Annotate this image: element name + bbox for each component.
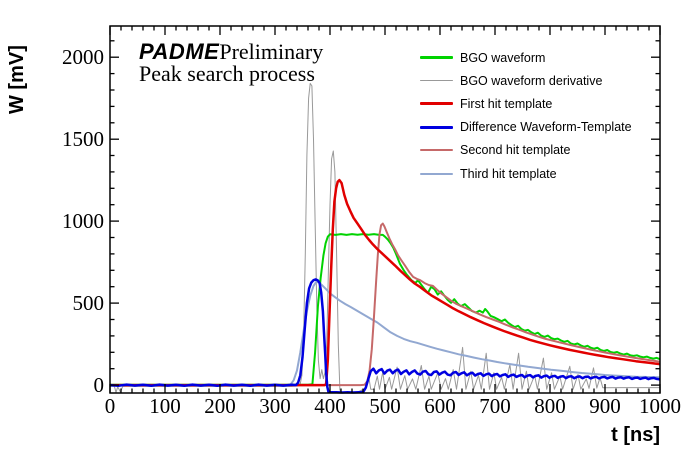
y-tick-label: 1000 — [62, 209, 104, 233]
series-third-hit-template — [110, 280, 661, 387]
legend-item-label: BGO waveform derivative — [460, 73, 603, 88]
x-tick-label: 600 — [424, 394, 456, 418]
legend-item-label: BGO waveform — [460, 50, 546, 65]
y-tick-label: 1500 — [62, 127, 104, 151]
legend-item: BGO waveform derivative — [420, 69, 632, 92]
legend-item-label: First hit template — [460, 96, 553, 111]
legend-line-sample — [420, 125, 453, 129]
experiment-name: PADME — [139, 39, 220, 64]
series-difference-waveform-template — [109, 278, 661, 394]
series-bgo-waveform — [110, 233, 661, 386]
plot-frame — [109, 25, 661, 394]
y-axis-title: W [mV] — [6, 45, 28, 114]
legend-item: First hit template — [420, 92, 632, 115]
x-tick-label: 200 — [204, 394, 236, 418]
x-tick-label: 500 — [369, 394, 401, 418]
preliminary-label: Preliminary — [219, 39, 324, 64]
legend: BGO waveform BGO waveform derivative First… — [420, 46, 632, 185]
legend-line-sample — [420, 172, 453, 175]
x-tick-label: 1000 — [639, 394, 681, 418]
legend-item: Second hit template — [420, 139, 632, 162]
legend-item-label: Third hit template — [460, 166, 557, 181]
x-tick-label: 900 — [589, 394, 621, 418]
legend-item: Difference Waveform-Template — [420, 116, 632, 139]
legend-line-sample — [420, 56, 453, 60]
legend-line-sample — [420, 149, 453, 152]
series-bgo-waveform-derivative — [110, 82, 660, 394]
x-tick-label: 700 — [479, 394, 511, 418]
series-first-hit-template — [110, 178, 661, 387]
x-tick-labels: 0 100 200 300 400 500 600 700 800 900 1000 — [105, 394, 681, 418]
x-tick-label: 0 — [105, 394, 116, 418]
legend-item-label: Difference Waveform-Template — [460, 120, 632, 135]
legend-item: Third hit template — [420, 162, 632, 185]
x-tick-label: 400 — [314, 394, 346, 418]
y-tick-label: 0 — [94, 373, 105, 397]
plot-subtitle: Peak search process — [139, 61, 315, 86]
legend-item: BGO waveform — [420, 46, 632, 69]
y-tick-label: 2000 — [62, 45, 104, 69]
series-group — [109, 82, 661, 394]
y-tick-labels: 0 500 1000 1500 2000 — [62, 45, 104, 397]
x-axis-title: t [ns] — [611, 424, 660, 446]
legend-line-sample — [420, 80, 453, 82]
series-second-hit-template — [110, 222, 661, 387]
y-tick-label: 500 — [73, 291, 105, 315]
x-tick-label: 300 — [259, 394, 291, 418]
legend-item-label: Second hit template — [460, 143, 571, 158]
x-tick-label: 100 — [149, 394, 181, 418]
x-tick-label: 800 — [534, 394, 566, 418]
legend-line-sample — [420, 102, 453, 106]
plot-title: PADMEPreliminary — [139, 41, 323, 63]
